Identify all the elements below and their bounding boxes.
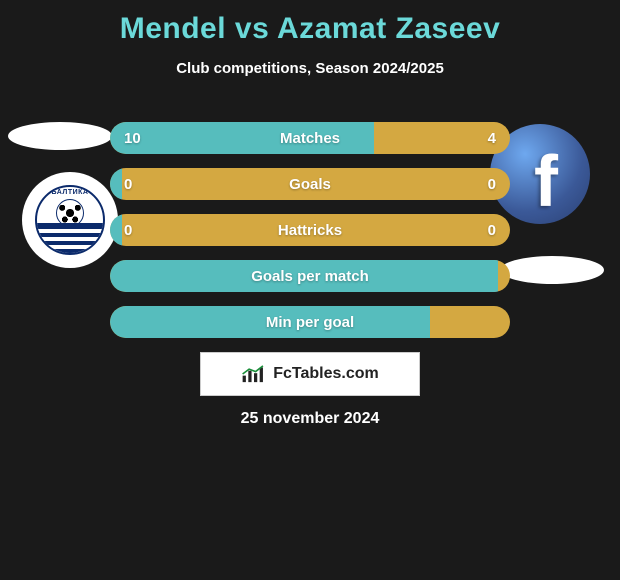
facebook-f-glyph: f: [534, 141, 558, 223]
brand-text: FcTables.com: [273, 365, 379, 383]
stat-label: Goals: [110, 168, 510, 200]
player-left-placeholder: [8, 122, 112, 150]
brand-badge[interactable]: FcTables.com: [200, 352, 420, 396]
subtitle: Club competitions, Season 2024/2025: [0, 60, 620, 77]
club-logo-left-text: БАЛТИКА: [37, 189, 103, 196]
stat-value-right: 0: [488, 214, 496, 246]
stat-row: 10Matches4: [110, 122, 510, 154]
stat-row: 0Hattricks0: [110, 214, 510, 246]
stat-label: Min per goal: [110, 306, 510, 338]
stat-value-right: 0: [488, 168, 496, 200]
page-title: Mendel vs Azamat Zaseev: [0, 0, 620, 46]
bar-chart-icon: [241, 363, 267, 385]
stat-value-right: 4: [488, 122, 496, 154]
stat-label: Goals per match: [110, 260, 510, 292]
stat-row: Goals per match: [110, 260, 510, 292]
stat-row: Min per goal: [110, 306, 510, 338]
date-label: 25 november 2024: [0, 410, 620, 428]
stat-label: Matches: [110, 122, 510, 154]
stat-row: 0Goals0: [110, 168, 510, 200]
stat-label: Hattricks: [110, 214, 510, 246]
stats-table: 10Matches40Goals00Hattricks0Goals per ma…: [110, 122, 510, 352]
club-logo-left: БАЛТИКА: [22, 172, 118, 268]
player-right-placeholder: [500, 256, 604, 284]
club-waves-icon: [37, 223, 103, 253]
